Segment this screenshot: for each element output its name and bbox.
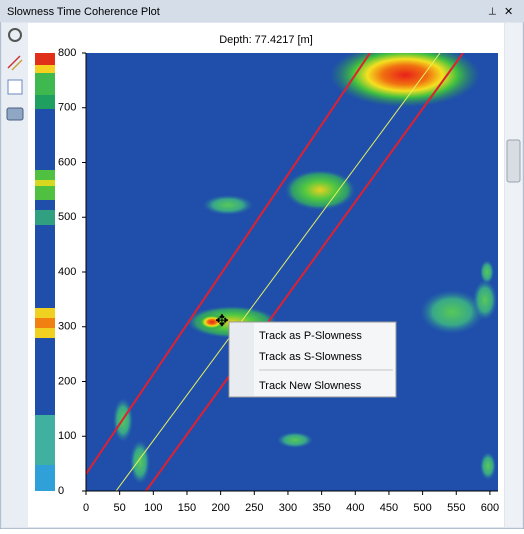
scrollbar[interactable] bbox=[505, 23, 522, 527]
x-tick-label: 400 bbox=[346, 502, 364, 514]
window-title: Slowness Time Coherence Plot bbox=[7, 6, 160, 18]
x-tick-label: 300 bbox=[279, 502, 297, 514]
x-tick-label: 450 bbox=[380, 502, 398, 514]
print-button[interactable] bbox=[6, 107, 24, 121]
x-tick-label: 0 bbox=[83, 502, 89, 514]
title-bar bbox=[0, 0, 524, 22]
y-tick-label: 800 bbox=[58, 47, 76, 59]
context-menu: Track as P-Slowness Track as S-Slowness … bbox=[228, 321, 397, 398]
y-tick-label: 600 bbox=[58, 156, 76, 168]
x-tick-label: 500 bbox=[413, 502, 431, 514]
chart-title: Depth: 77.4217 [m] bbox=[219, 34, 313, 46]
y-tick-label: 700 bbox=[58, 102, 76, 114]
y-tick-label: 200 bbox=[58, 375, 76, 387]
x-tick-label: 50 bbox=[114, 502, 126, 514]
y-tick-label: 300 bbox=[58, 321, 76, 333]
export-button[interactable] bbox=[7, 79, 23, 95]
scroll-thumb[interactable] bbox=[506, 139, 521, 183]
move-cursor: ✥ bbox=[215, 313, 228, 330]
toolbar bbox=[2, 23, 28, 527]
x-tick-label: 100 bbox=[144, 502, 162, 514]
pin-button[interactable]: ⊥ bbox=[488, 7, 497, 18]
menu-item[interactable]: Track as S-Slowness bbox=[259, 351, 362, 363]
close-button[interactable]: ✕ bbox=[504, 6, 513, 18]
color-bar bbox=[35, 53, 55, 491]
menu-item[interactable]: Track as P-Slowness bbox=[259, 330, 362, 342]
y-tick-label: 100 bbox=[58, 430, 76, 442]
x-tick-label: 250 bbox=[245, 502, 263, 514]
y-tick-label: 500 bbox=[58, 211, 76, 223]
x-tick-label: 550 bbox=[447, 502, 465, 514]
track-button[interactable] bbox=[7, 55, 23, 71]
menu-item[interactable]: Track New Slowness bbox=[259, 380, 362, 392]
x-tick-label: 350 bbox=[312, 502, 330, 514]
settings-button[interactable] bbox=[8, 28, 22, 42]
y-tick-label: 0 bbox=[58, 485, 64, 497]
plot-area bbox=[86, 53, 498, 491]
x-tick-label: 200 bbox=[211, 502, 229, 514]
x-tick-label: 600 bbox=[481, 502, 499, 514]
axes: 0 50 100 150 200 250 300 350 400 450 500 550 600 0 100… bbox=[58, 47, 499, 514]
y-tick-label: 400 bbox=[58, 266, 76, 278]
x-tick-label: 150 bbox=[178, 502, 196, 514]
